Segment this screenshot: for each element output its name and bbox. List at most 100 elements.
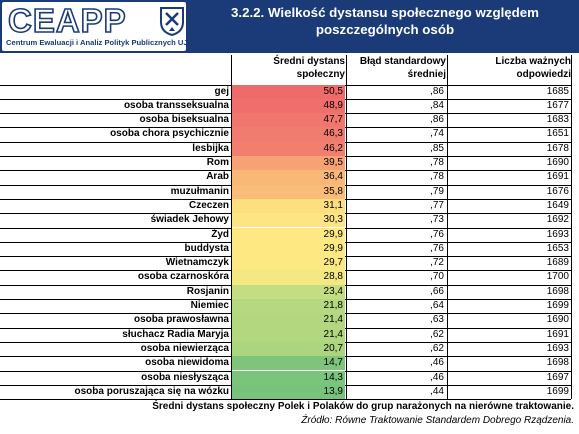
se-value: ,46 [430,357,444,369]
n-value: 1685 [546,85,569,97]
table-row: osoba niewierząca 20,7 ,62 1693 [0,341,579,357]
row-label: słuchacz Radia Maryja [122,328,229,340]
n-value: 1651 [546,128,569,140]
n-value: 1697 [546,371,569,383]
column-header-se: Błąd standardowy średniej [359,56,446,80]
row-label: lesbijka [192,142,229,154]
n-value: 1693 [546,342,569,354]
column-header-n: Liczba ważnych odpowiedzi [495,56,571,80]
mean-value-cell: 21,8 [232,299,345,314]
se-value: ,84 [430,99,444,111]
table-row: słuchacz Radia Maryja 21,4 ,62 1691 [0,327,579,342]
row-label: osoba prawosławna [133,314,229,326]
table-row: buddysta 29,9 ,76 1653 [0,241,579,257]
table-row: Żyd 29,9 ,76 1693 [0,227,579,242]
n-value: 1699 [546,300,569,311]
row-label: osoba transseksualna [123,99,229,111]
column-gridline [571,54,572,400]
header-bar: CEAPP Centrum Ewaluacji i Analiz Polityk… [0,0,579,53]
se-value: ,66 [430,285,444,297]
crest-icon [160,7,184,36]
table-row: Niemiec 21,8 ,64 1699 [0,299,579,314]
se-value: ,64 [430,300,444,311]
se-value: ,72 [430,257,444,269]
n-value: 1700 [546,271,569,283]
column-header-mean: Średni dystans społeczny [273,56,345,80]
row-label: muzułmanin [170,185,229,197]
n-value: 1699 [546,385,569,397]
mean-value-cell: 29,9 [232,227,345,242]
se-value: ,74 [430,128,444,140]
mean-value-cell: 29,7 [232,256,345,271]
column-gridline [231,54,232,400]
mean-value-cell: 20,7 [232,341,345,357]
page-title: 3.2.2. Wielkość dystansu społecznego wzg… [230,5,540,37]
row-label: osoba biseksualna [139,114,229,126]
table-row: lesbijka 46,2 ,85 1678 [0,141,579,156]
mean-value-cell: 36,4 [232,170,345,185]
n-value: 1689 [546,257,569,269]
table-row: Wietnamczyk 29,7 ,72 1689 [0,256,579,271]
row-label: Żyd [211,228,229,240]
mean-value-cell: 48,9 [232,98,345,114]
logo-subtitle: Centrum Ewaluacji i Analiz Polityk Publi… [6,38,188,47]
table-row: świadek Jehowy 30,3 ,73 1692 [0,213,579,228]
logo-text: CEAPP [7,2,127,40]
mean-value-cell: 21,4 [232,313,345,328]
n-value: 1698 [546,285,569,297]
se-value: ,86 [430,114,444,126]
mean-value-cell: 14,7 [232,356,345,371]
n-value: 1690 [546,314,569,326]
table-row: Czeczen 31,1 ,77 1649 [0,198,579,214]
column-gridline [447,54,448,400]
column-gridline [346,54,347,400]
mean-value-cell: 47,7 [232,113,345,128]
row-label: Niemiec [190,300,229,311]
row-label: osoba niesłysząca [141,371,229,383]
row-label: Rom [206,157,229,168]
n-value: 1698 [546,357,569,369]
n-value: 1678 [546,142,569,154]
n-value: 1691 [546,328,569,340]
table-row: Arab 36,4 ,78 1691 [0,170,579,185]
row-label: Wietnamczyk [165,257,229,269]
row-label: buddysta [184,242,229,254]
row-label: gej [214,85,229,97]
mean-value-cell: 30,3 [232,213,345,228]
row-label: osoba poruszająca się na wózku [74,385,230,397]
se-value: ,78 [430,171,444,183]
n-value: 1649 [546,199,569,211]
n-value: 1653 [546,242,569,254]
se-value: ,63 [430,314,444,326]
mean-value-cell: 28,8 [232,270,345,285]
row-label: osoba niewierząca [140,342,229,354]
row-label: Arab [206,171,229,183]
se-value: ,85 [430,142,444,154]
table-row: osoba chora psychicznie 46,3 ,74 1651 [0,127,579,142]
table-row: Rom 39,5 ,78 1690 [0,156,579,171]
mean-value-cell: 46,2 [232,141,345,156]
se-value: ,62 [430,342,444,354]
se-value: ,70 [430,271,444,283]
mean-value-cell: 35,8 [232,184,345,199]
mean-value-cell: 13,9 [232,384,345,400]
n-value: 1683 [546,114,569,126]
n-value: 1690 [546,157,569,168]
row-label: osoba czarnoskóra [137,271,229,283]
table-row: Rosjanin 23,4 ,66 1698 [0,284,579,299]
table-row: gej 50,5 ,86 1685 [0,84,579,99]
mean-value-cell: 21,4 [232,327,345,342]
table-row: osoba transseksualna 48,9 ,84 1677 [0,98,579,114]
table-row: muzułmanin 35,8 ,79 1676 [0,184,579,199]
row-label: świadek Jehowy [150,214,229,226]
row-gridline [0,399,571,401]
se-value: ,44 [430,385,444,397]
se-value: ,79 [430,185,444,197]
n-value: 1692 [546,214,569,226]
se-value: ,76 [430,242,444,254]
se-value: ,78 [430,157,444,168]
table-row: osoba niesłysząca 14,3 ,46 1697 [0,370,579,385]
row-label: osoba chora psychicznie [110,128,229,140]
row-label: osoba niewidoma [145,357,229,369]
table-row: osoba poruszająca się na wózku 13,9 ,44 169… [0,384,579,400]
